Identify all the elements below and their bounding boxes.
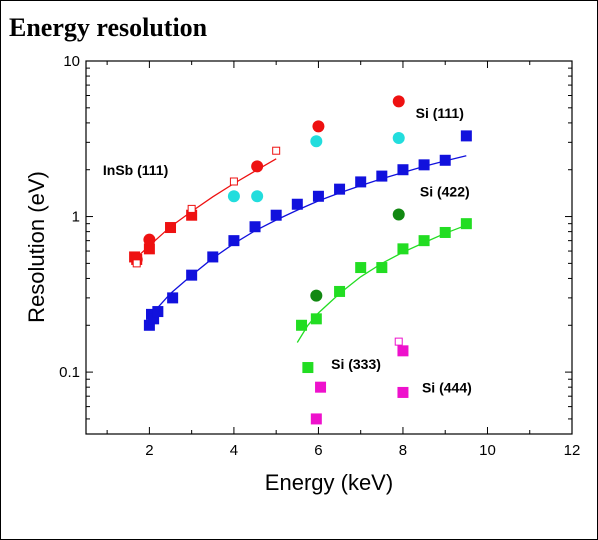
- y-tick-label: 0.1: [59, 364, 80, 381]
- y-tick-label: 1: [72, 209, 80, 226]
- data-point-open: [187, 204, 196, 213]
- x-tick-label: 4: [230, 442, 238, 459]
- fit-line: [148, 155, 467, 320]
- data-point: [397, 386, 409, 398]
- data-point: [355, 176, 367, 188]
- data-point: [152, 306, 164, 318]
- data-point: [312, 190, 324, 202]
- data-point: [376, 262, 388, 274]
- x-axis-label: Energy (keV): [265, 470, 393, 495]
- y-axis-label: Resolution (eV): [24, 171, 49, 323]
- data-point: [460, 218, 472, 230]
- series-label: Si (422): [420, 183, 470, 199]
- data-point: [376, 170, 388, 182]
- data-point: [228, 235, 240, 247]
- data-point: [312, 120, 325, 133]
- x-tick-label: 10: [479, 442, 496, 459]
- data-point: [310, 289, 323, 302]
- series-label: Si (333): [331, 356, 381, 372]
- data-point: [143, 243, 155, 255]
- data-point: [165, 222, 177, 234]
- x-tick-label: 6: [314, 442, 322, 459]
- fit-line: [296, 224, 467, 343]
- tick-labels: 2 4 6 8 10 12 0.1 1 10: [59, 53, 580, 459]
- data-point: [207, 251, 219, 263]
- data-marks: [129, 95, 472, 425]
- plot-frame: [85, 60, 573, 435]
- data-point: [249, 221, 261, 233]
- series-label: InSb (111): [103, 162, 168, 178]
- data-point: [355, 262, 367, 274]
- data-point: [148, 313, 160, 325]
- fit-lines: [134, 155, 467, 343]
- data-point: [397, 243, 409, 255]
- data-point: [270, 209, 282, 221]
- data-point: [302, 362, 314, 374]
- data-point: [291, 198, 303, 210]
- data-point: [227, 190, 240, 203]
- data-point-open: [229, 177, 238, 186]
- series-label: Si (444): [422, 379, 472, 395]
- data-point: [334, 285, 346, 297]
- data-point: [418, 235, 430, 247]
- data-point-open: [272, 146, 281, 155]
- data-point: [251, 160, 264, 173]
- annotations: InSb (111) Si (111) Si (422) Si (333) Si (44…: [103, 105, 472, 395]
- data-point: [397, 345, 409, 357]
- axis-ticks: [86, 60, 573, 435]
- data-point: [310, 413, 322, 425]
- data-point: [392, 95, 405, 108]
- data-point: [334, 183, 346, 195]
- data-point: [460, 130, 472, 142]
- data-point: [392, 131, 405, 144]
- x-tick-label: 8: [399, 442, 407, 459]
- x-tick-label: 12: [564, 442, 581, 459]
- data-point: [439, 154, 451, 166]
- data-point: [186, 269, 198, 281]
- data-point-open: [394, 337, 403, 346]
- x-tick-label: 2: [145, 442, 153, 459]
- data-point: [397, 164, 409, 176]
- data-point: [143, 233, 156, 246]
- data-point: [186, 209, 198, 221]
- data-point: [315, 381, 327, 393]
- data-point: [143, 319, 155, 331]
- data-point: [418, 159, 430, 171]
- data-point: [167, 292, 179, 304]
- data-point-open: [132, 259, 141, 268]
- y-tick-label: 10: [63, 53, 80, 70]
- data-point: [439, 226, 451, 238]
- data-point: [310, 313, 322, 325]
- series-label: Si (111): [416, 105, 464, 121]
- data-point: [310, 135, 323, 148]
- data-point: [251, 190, 264, 203]
- data-point: [392, 208, 405, 221]
- slide-title: Energy resolution: [9, 13, 208, 42]
- data-point: [296, 319, 308, 331]
